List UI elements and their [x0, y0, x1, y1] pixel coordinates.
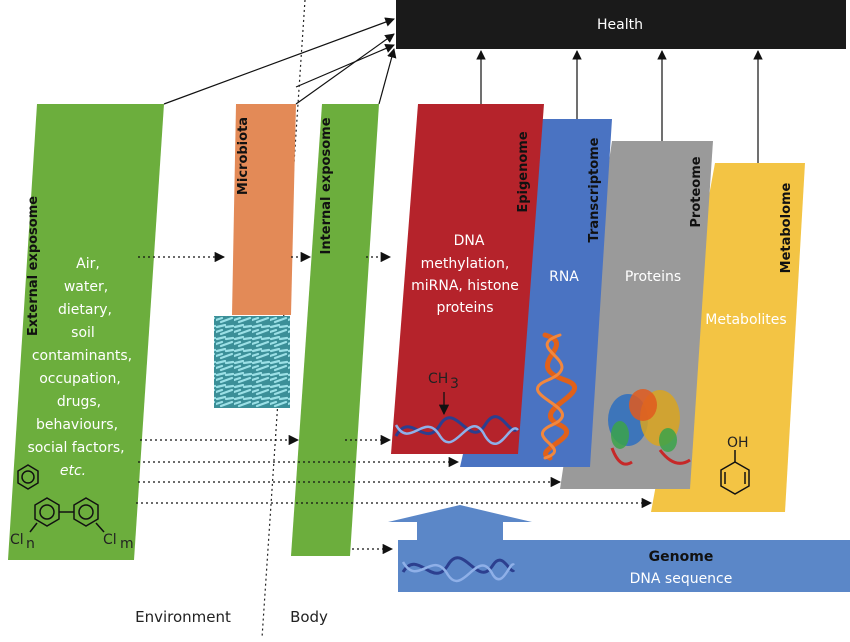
epigenome-panel [391, 104, 544, 454]
pcb-subscript-m: m [120, 536, 134, 552]
external-exposome-panel [8, 104, 164, 560]
external-item: Air, [76, 256, 100, 272]
genome-content: DNA sequence [630, 571, 733, 587]
external-item: drugs, [57, 394, 101, 410]
external-item-etc: etc. [60, 463, 86, 479]
external-item: dietary, [58, 302, 112, 318]
epigenome-line: miRNA, histone [411, 278, 519, 294]
methyl-group-label: CH [428, 371, 448, 387]
protein-structure-image [608, 389, 691, 466]
arrows-to-health [163, 17, 763, 163]
epigenome-line: methylation, [421, 256, 510, 272]
genome-dna-helix-image [401, 556, 516, 583]
genome-box [398, 540, 850, 592]
pcb-chlorine-left: Cl [10, 532, 24, 548]
external-item: behaviours, [36, 417, 118, 433]
environment-label: Environment [135, 608, 231, 626]
external-item: occupation, [39, 371, 121, 387]
pcb-structure-icon [29, 497, 105, 533]
methyl-group-subscript: 3 [450, 376, 459, 392]
external-item: social factors, [27, 440, 124, 456]
genome-up-arrow [388, 505, 532, 540]
phenol-structure-icon [720, 450, 750, 495]
epigenome-line: DNA [454, 233, 485, 249]
epigenome-title: Epigenome [516, 131, 531, 212]
microbiota-title: Microbiota [236, 117, 251, 195]
environment-body-divider [261, 0, 306, 639]
epigenome-line: proteins [436, 300, 493, 316]
dotted-exposure-arrows [136, 251, 653, 555]
proteome-title: Proteome [689, 156, 704, 227]
body-label: Body [290, 608, 328, 626]
genome-title: Genome [649, 549, 714, 565]
pcb-chlorine-right: Cl [103, 532, 117, 548]
metabolome-title: Metabolome [779, 182, 794, 273]
phenol-oh-label: OH [727, 435, 749, 451]
internal-exposome-panel [291, 104, 379, 556]
health-label: Health [597, 17, 643, 33]
external-item: soil [71, 325, 95, 341]
dna-helix-image [394, 415, 520, 445]
external-item: contaminants, [32, 348, 132, 364]
metabolome-content: Metabolites [705, 312, 786, 328]
bacteria-image [214, 316, 290, 408]
health-box [396, 0, 846, 49]
pcb-subscript-n: n [26, 536, 35, 552]
internal-exposome-title: Internal exposome [319, 117, 334, 254]
transcriptome-title: Transcriptome [587, 137, 602, 242]
benzene-structure-icon [17, 464, 39, 490]
microbiota-panel [232, 104, 296, 315]
proteome-content: Proteins [625, 269, 681, 285]
transcriptome-content: RNA [549, 269, 579, 285]
rna-helix-image [536, 332, 577, 461]
external-item: water, [64, 279, 108, 295]
external-exposome-title: External exposome [26, 196, 41, 336]
external-exposome-items: Air, water, dietary, soil contaminants, … [27, 256, 132, 479]
